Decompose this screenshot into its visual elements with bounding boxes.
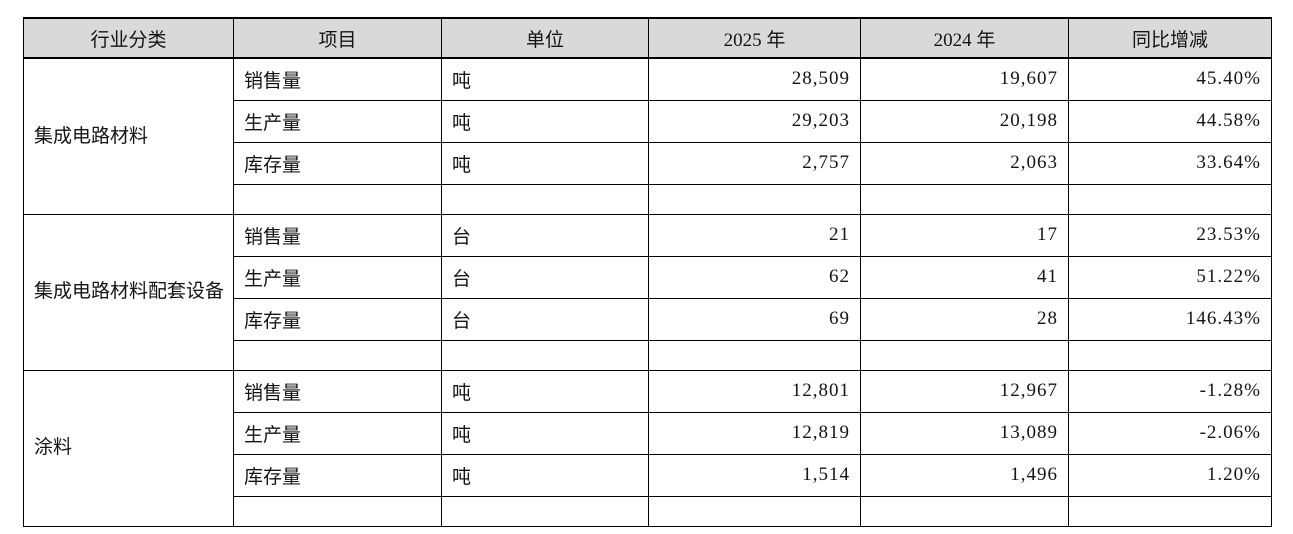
production-sales-table: 行业分类 项目 单位 2025 年 2024 年 同比增减 集成电路材料 销售量… bbox=[23, 17, 1272, 527]
category-label: 集成电路材料配套设备 bbox=[34, 281, 225, 303]
item-cell: 库存量 bbox=[233, 297, 442, 341]
unit-cell: 吨 bbox=[441, 369, 649, 413]
unit-cell bbox=[441, 339, 649, 371]
header-item: 项目 bbox=[233, 17, 442, 59]
table-row: 库存量 吨 1,514 1,496 1.20% bbox=[24, 453, 1272, 497]
header-unit: 单位 bbox=[441, 17, 649, 59]
item-cell: 生产量 bbox=[233, 255, 442, 299]
value-2025-cell: 21 bbox=[648, 213, 861, 257]
value-2025-cell: 2,757 bbox=[648, 141, 861, 185]
change-cell: 1.20% bbox=[1068, 453, 1272, 497]
value-2025-cell bbox=[648, 495, 861, 527]
unit-cell bbox=[441, 495, 649, 527]
unit-cell: 吨 bbox=[441, 99, 649, 143]
item-cell bbox=[233, 495, 442, 527]
value-2025-cell: 1,514 bbox=[648, 453, 861, 497]
table-row: 集成电路材料 销售量 吨 28,509 19,607 45.40% bbox=[23, 57, 1272, 215]
item-cell: 生产量 bbox=[233, 411, 442, 455]
change-cell: 44.58% bbox=[1068, 99, 1272, 143]
item-cell bbox=[233, 339, 442, 371]
value-2025-cell: 28,509 bbox=[648, 57, 861, 101]
change-cell: 146.43% bbox=[1068, 297, 1272, 341]
value-2025-cell: 12,819 bbox=[648, 411, 861, 455]
change-cell bbox=[1068, 183, 1272, 215]
unit-cell: 吨 bbox=[441, 141, 649, 185]
header-industry-category: 行业分类 bbox=[23, 17, 234, 59]
value-2024-cell: 19,607 bbox=[860, 57, 1069, 101]
unit-cell: 台 bbox=[441, 255, 649, 299]
change-cell: 51.22% bbox=[1068, 255, 1272, 299]
category-label: 集成电路材料 bbox=[34, 125, 149, 147]
category-cell: 涂料 bbox=[23, 369, 234, 527]
value-2025-cell: 62 bbox=[648, 255, 861, 299]
unit-cell bbox=[441, 183, 649, 215]
item-cell bbox=[233, 183, 442, 215]
item-cell: 销售量 bbox=[233, 57, 442, 101]
value-2025-cell bbox=[648, 339, 861, 371]
table-row: 库存量 台 69 28 146.43% bbox=[24, 297, 1272, 341]
value-2025-cell: 29,203 bbox=[648, 99, 861, 143]
table-row: 涂料 销售量 吨 12,801 12,967 -1.28% bbox=[23, 369, 1272, 527]
change-cell bbox=[1068, 495, 1272, 527]
value-2024-cell bbox=[860, 495, 1069, 527]
value-2025-cell: 12,801 bbox=[648, 369, 861, 413]
table-row: 生产量 吨 29,203 20,198 44.58% bbox=[24, 99, 1272, 143]
change-cell: 45.40% bbox=[1068, 57, 1272, 101]
value-2024-cell: 20,198 bbox=[860, 99, 1069, 143]
change-cell: 33.64% bbox=[1068, 141, 1272, 185]
value-2025-cell bbox=[648, 183, 861, 215]
item-cell: 库存量 bbox=[233, 141, 442, 185]
change-cell: -1.28% bbox=[1068, 369, 1272, 413]
header-row: 行业分类 项目 单位 2025 年 2024 年 同比增减 bbox=[23, 17, 1272, 59]
item-cell: 销售量 bbox=[233, 213, 442, 257]
value-2024-cell: 2,063 bbox=[860, 141, 1069, 185]
empty-row bbox=[24, 495, 1272, 527]
item-cell: 生产量 bbox=[233, 99, 442, 143]
value-2024-cell: 41 bbox=[860, 255, 1069, 299]
change-cell: 23.53% bbox=[1068, 213, 1272, 257]
unit-cell: 台 bbox=[441, 213, 649, 257]
category-cell: 集成电路材料 bbox=[23, 57, 234, 215]
value-2024-cell: 17 bbox=[860, 213, 1069, 257]
value-2024-cell bbox=[860, 339, 1069, 371]
change-cell: -2.06% bbox=[1068, 411, 1272, 455]
item-cell: 库存量 bbox=[233, 453, 442, 497]
category-label: 涂料 bbox=[34, 437, 73, 459]
unit-cell: 吨 bbox=[441, 57, 649, 101]
value-2024-cell bbox=[860, 183, 1069, 215]
unit-cell: 台 bbox=[441, 297, 649, 341]
value-2024-cell: 1,496 bbox=[860, 453, 1069, 497]
unit-cell: 吨 bbox=[441, 411, 649, 455]
header-year-2024: 2024 年 bbox=[860, 17, 1069, 59]
change-cell bbox=[1068, 339, 1272, 371]
category-cell: 集成电路材料配套设备 bbox=[23, 213, 234, 371]
header-yoy-change: 同比增减 bbox=[1068, 17, 1272, 59]
table-row: 库存量 吨 2,757 2,063 33.64% bbox=[24, 141, 1272, 185]
value-2024-cell: 12,967 bbox=[860, 369, 1069, 413]
item-cell: 销售量 bbox=[233, 369, 442, 413]
table-row: 集成电路材料配套设备 销售量 台 21 17 23.53% bbox=[23, 213, 1272, 371]
value-2024-cell: 13,089 bbox=[860, 411, 1069, 455]
header-year-2025: 2025 年 bbox=[648, 17, 861, 59]
unit-cell: 吨 bbox=[441, 453, 649, 497]
value-2024-cell: 28 bbox=[860, 297, 1069, 341]
value-2025-cell: 69 bbox=[648, 297, 861, 341]
table-row: 生产量 吨 12,819 13,089 -2.06% bbox=[24, 411, 1272, 455]
